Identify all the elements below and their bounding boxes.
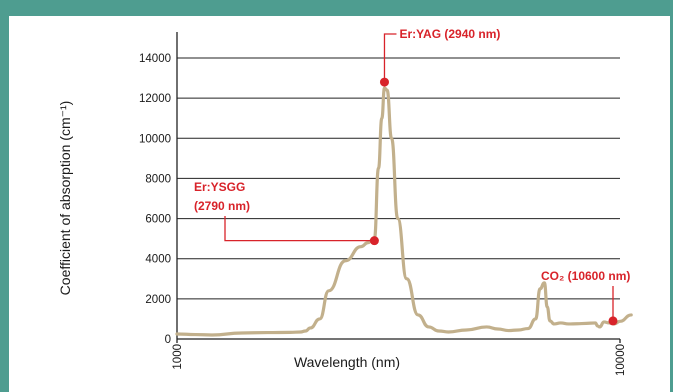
y-tick-label: 12000 bbox=[139, 93, 171, 105]
y-tick-label: 8000 bbox=[145, 173, 171, 185]
co2-marker bbox=[608, 316, 618, 326]
chart-panel: 0 2000 4000 6000 8000 10000 12000 14000 1000 100… bbox=[9, 16, 670, 392]
annotations: Er:YAG (2940 nm) Er:YSGG (2790 nm) CO₂ (106… bbox=[194, 27, 630, 326]
er-ysgg-marker bbox=[369, 236, 379, 246]
er-ysgg-label-wavelength: (2790 nm) bbox=[194, 199, 250, 213]
data-series bbox=[175, 86, 633, 337]
gridlines: 0 2000 4000 6000 8000 10000 12000 14000 bbox=[139, 53, 620, 346]
y-tick-label: 4000 bbox=[145, 254, 171, 266]
co2-label: CO₂ (10600 nm) bbox=[541, 269, 630, 283]
er-ysgg-label: Er:YSGG bbox=[194, 180, 245, 194]
y-tick-label: 10000 bbox=[139, 133, 171, 145]
y-axis-title: Coefficient of absorption (cm⁻¹) bbox=[57, 101, 73, 296]
er-ysgg-leader bbox=[224, 216, 375, 242]
x-axis-title: Wavelength (nm) bbox=[294, 354, 400, 370]
y-tick-label: 14000 bbox=[139, 53, 171, 65]
er-yag-marker bbox=[379, 77, 389, 87]
x-tick-label: 1000 bbox=[172, 344, 184, 370]
er-yag-label: Er:YAG (2940 nm) bbox=[399, 27, 500, 41]
er-yag-leader bbox=[383, 33, 397, 83]
y-tick-label: 0 bbox=[165, 334, 171, 346]
absorption-curve bbox=[175, 86, 633, 337]
x-tick-label: 10000 bbox=[615, 344, 627, 376]
axes: 1000 10000 bbox=[172, 32, 627, 376]
y-tick-label: 6000 bbox=[145, 214, 171, 226]
y-tick-label: 2000 bbox=[145, 294, 171, 306]
